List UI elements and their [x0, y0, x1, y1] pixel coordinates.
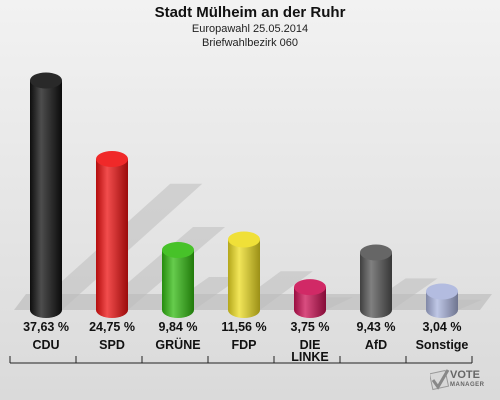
category-label: DIE: [300, 338, 321, 352]
value-label: 24,75 %: [89, 320, 135, 334]
value-label: 9,84 %: [159, 320, 198, 334]
checkmark-icon: [430, 369, 450, 391]
bar: [162, 241, 194, 318]
value-label: 3,04 %: [423, 320, 462, 334]
value-label: 9,43 %: [357, 320, 396, 334]
value-labels: 37,63 % 24,75 % 9,84 % 11,56 % 3,75 % 9,43 % 3…: [23, 320, 461, 334]
bar: [30, 72, 62, 318]
category-label: GRÜNE: [155, 337, 200, 352]
bars: [30, 72, 458, 318]
bar: [426, 283, 458, 318]
logo-text: VOTE: [450, 369, 480, 381]
chart-subtitle: Europawahl 25.05.2014: [191, 23, 309, 35]
category-label: Sonstige: [416, 338, 469, 352]
category-label: CDU: [32, 338, 59, 352]
category-label: LINKE: [291, 350, 329, 364]
value-label: 37,63 %: [23, 320, 69, 334]
bar: [228, 231, 260, 318]
category-axis: [9, 356, 473, 364]
chart-title: Stadt Mülheim an der Ruhr: [154, 4, 346, 21]
value-label: 3,75 %: [291, 320, 330, 334]
chart-district: Briefwahlbezirk 060: [202, 37, 298, 49]
chart-header: Stadt Mülheim an der Ruhr Europawahl 25.…: [0, 4, 500, 50]
category-label: AfD: [365, 338, 387, 352]
category-label: FDP: [232, 338, 257, 352]
value-label: 11,56 %: [221, 320, 266, 334]
vote-manager-logo: VOTE MANAGER: [430, 366, 498, 398]
bar: [96, 151, 128, 318]
logo-subtext: MANAGER: [450, 382, 485, 388]
bar: [360, 244, 392, 318]
category-label: SPD: [99, 338, 125, 352]
bar: [294, 279, 326, 318]
